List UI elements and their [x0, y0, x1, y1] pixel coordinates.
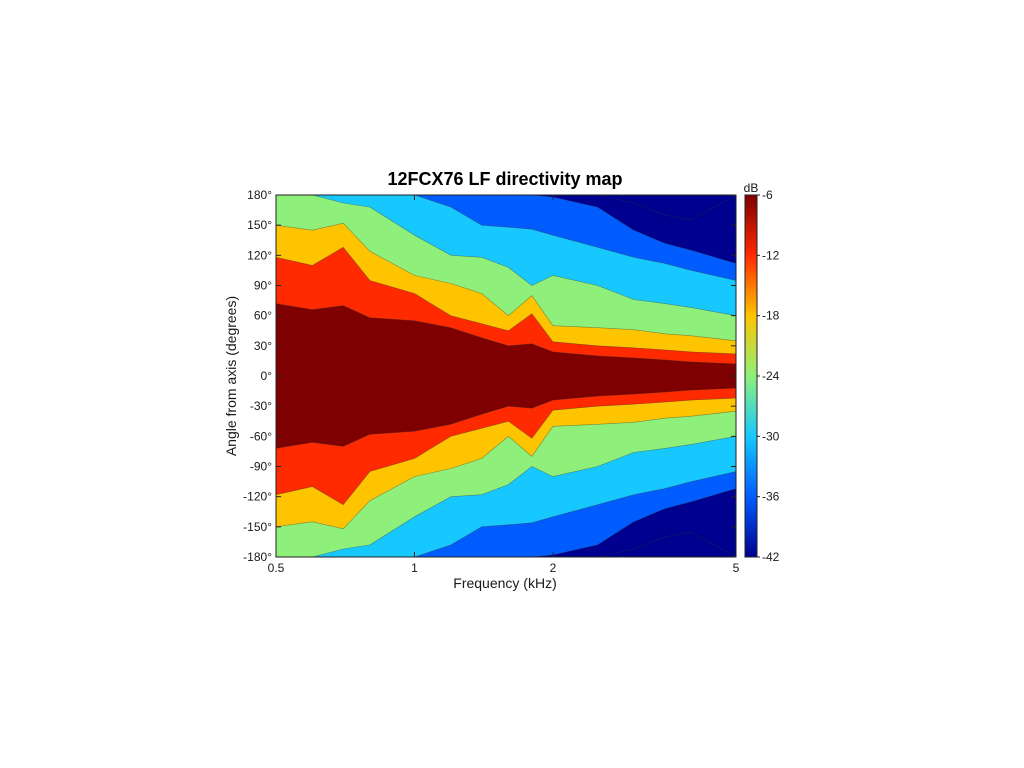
- colorbar-gradient: [744, 194, 758, 558]
- y-tick-label: 0°: [261, 369, 273, 383]
- colorbar-tick-label: -6: [762, 188, 773, 202]
- x-axis-label: Frequency (kHz): [453, 575, 556, 591]
- colorbar-tick-label: -30: [762, 429, 780, 443]
- y-tick-label: -30°: [250, 399, 272, 413]
- y-tick-label: 60°: [254, 309, 272, 323]
- chart-title: 12FCX76 LF directivity map: [387, 169, 622, 189]
- y-tick-label: -180°: [243, 550, 272, 564]
- colorbar-tick-label: -24: [762, 369, 780, 383]
- x-tick-label: 5: [733, 561, 740, 575]
- colorbar-tick-label: -12: [762, 248, 780, 262]
- colorbar-tick-label: -18: [762, 309, 780, 323]
- plot-area: [275, 194, 737, 558]
- y-tick-label: 90°: [254, 279, 272, 293]
- colorbar: -6 -12 -18 -24 -30 -36 -42 dB: [744, 181, 780, 564]
- y-tick-label: 30°: [254, 339, 272, 353]
- y-axis-label: Angle from axis (degrees): [223, 296, 239, 456]
- y-tick-label: -90°: [250, 460, 272, 474]
- colorbar-tick-label: -42: [762, 550, 780, 564]
- y-tick-label: 150°: [247, 218, 272, 232]
- x-tick-label: 0.5: [268, 561, 285, 575]
- y-tick-label: 180°: [247, 188, 272, 202]
- y-tick-label: -60°: [250, 429, 272, 443]
- colorbar-tick-label: -36: [762, 490, 780, 504]
- y-tick-label: -150°: [243, 520, 272, 534]
- x-tick-label: 2: [550, 561, 557, 575]
- x-tick-label: 1: [411, 561, 418, 575]
- y-tick-label: -120°: [243, 490, 272, 504]
- colorbar-label: dB: [744, 181, 759, 195]
- axes: 0.5 1 2 5 180° 150° 120° 90° 60° 30° 0° -30° -60° -90…: [243, 188, 739, 575]
- y-tick-label: 120°: [247, 248, 272, 262]
